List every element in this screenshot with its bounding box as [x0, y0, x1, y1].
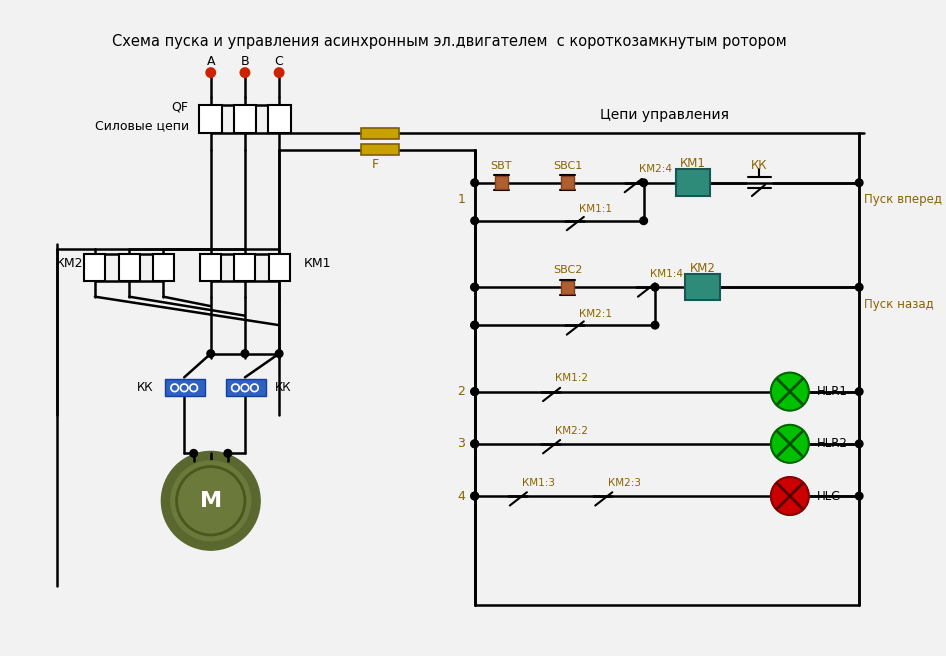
Circle shape: [471, 283, 479, 291]
Bar: [495, 176, 508, 190]
Circle shape: [639, 217, 647, 224]
Circle shape: [855, 179, 863, 186]
Circle shape: [471, 283, 479, 291]
Circle shape: [471, 388, 479, 396]
Bar: [686, 274, 720, 300]
Text: SBC2: SBC2: [553, 265, 583, 275]
Circle shape: [471, 440, 479, 447]
Text: SBT: SBT: [491, 161, 512, 171]
Circle shape: [206, 68, 216, 77]
Circle shape: [855, 492, 863, 500]
Circle shape: [240, 68, 250, 77]
Text: SBC1: SBC1: [553, 161, 583, 171]
Bar: [268, 105, 290, 133]
Circle shape: [471, 492, 479, 500]
Circle shape: [471, 321, 479, 329]
Circle shape: [651, 283, 658, 291]
Bar: [235, 254, 255, 281]
Bar: [118, 254, 140, 281]
Text: 3: 3: [457, 438, 465, 450]
Circle shape: [771, 477, 809, 515]
Text: КМ1: КМ1: [304, 257, 331, 270]
Circle shape: [190, 449, 198, 457]
Text: М: М: [200, 491, 221, 511]
Circle shape: [471, 321, 479, 329]
Text: КМ1: КМ1: [680, 157, 706, 171]
Circle shape: [207, 350, 215, 358]
Circle shape: [471, 179, 479, 186]
Bar: [676, 169, 710, 196]
Bar: [200, 105, 222, 133]
Text: 4: 4: [457, 489, 465, 502]
Text: Схема пуска и управления асинхронным эл.двигателем  с короткозамкнутым ротором: Схема пуска и управления асинхронным эл.…: [112, 33, 786, 49]
Text: 2: 2: [457, 385, 465, 398]
Text: Пуск вперед: Пуск вперед: [864, 194, 942, 207]
Text: C: C: [274, 54, 284, 68]
Text: HLR1: HLR1: [816, 385, 848, 398]
Text: КМ2:3: КМ2:3: [607, 478, 640, 488]
Circle shape: [274, 68, 284, 77]
Bar: [234, 105, 256, 133]
Text: B: B: [240, 54, 249, 68]
Text: QF: QF: [171, 100, 188, 113]
Text: Цепи управления: Цепи управления: [600, 108, 729, 122]
Text: Силовые цепи: Силовые цепи: [95, 119, 189, 133]
Bar: [84, 254, 105, 281]
Bar: [201, 254, 221, 281]
Text: КМ1:3: КМ1:3: [522, 478, 555, 488]
Text: КМ2: КМ2: [690, 262, 715, 275]
Circle shape: [855, 440, 863, 447]
Bar: [360, 144, 398, 155]
Bar: [269, 254, 289, 281]
Bar: [561, 281, 574, 294]
Text: КМ2:1: КМ2:1: [579, 309, 612, 319]
Circle shape: [471, 388, 479, 396]
Circle shape: [771, 425, 809, 462]
Circle shape: [275, 350, 283, 358]
Circle shape: [855, 388, 863, 396]
Bar: [226, 379, 266, 396]
Circle shape: [855, 283, 863, 291]
Bar: [561, 176, 574, 190]
Text: КМ1:4: КМ1:4: [650, 269, 683, 279]
Text: F: F: [372, 158, 378, 171]
Bar: [153, 254, 174, 281]
Text: КК: КК: [137, 381, 154, 394]
Bar: [360, 128, 398, 139]
Text: Пуск назад: Пуск назад: [864, 298, 934, 311]
Text: КК: КК: [751, 159, 768, 172]
Circle shape: [471, 492, 479, 500]
Text: КМ2:2: КМ2:2: [555, 426, 588, 436]
Text: КМ2: КМ2: [56, 257, 83, 270]
Circle shape: [224, 449, 232, 457]
Text: A: A: [206, 54, 215, 68]
Bar: [166, 379, 205, 396]
Circle shape: [162, 451, 260, 550]
Circle shape: [771, 373, 809, 411]
Circle shape: [241, 350, 249, 358]
Text: HLR2: HLR2: [816, 438, 848, 450]
Text: HLG: HLG: [816, 489, 841, 502]
Text: КМ1:1: КМ1:1: [579, 204, 612, 215]
Text: КК: КК: [275, 381, 291, 394]
Circle shape: [171, 461, 251, 541]
Text: 1: 1: [457, 194, 465, 207]
Text: КМ2:4: КМ2:4: [639, 165, 672, 174]
Circle shape: [471, 440, 479, 447]
Circle shape: [471, 217, 479, 224]
Circle shape: [651, 321, 658, 329]
Text: КМ1:2: КМ1:2: [555, 373, 588, 383]
Circle shape: [639, 179, 647, 186]
